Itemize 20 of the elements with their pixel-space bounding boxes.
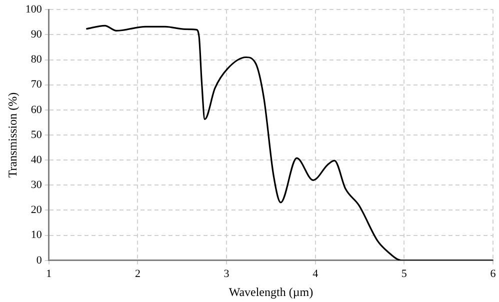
x-tick-label: 2 <box>134 268 140 280</box>
x-tick-label: 4 <box>312 268 319 280</box>
x-tick-label: 5 <box>401 268 408 280</box>
y-tick-label: 70 <box>30 78 42 91</box>
y-tick-label: 100 <box>25 3 42 16</box>
y-tick-label: 90 <box>30 28 42 41</box>
x-axis-title: Wavelength (µm) <box>228 284 314 299</box>
x-tick-label: 6 <box>490 268 496 280</box>
x-tick-label: 3 <box>224 268 230 280</box>
line-series <box>85 24 493 260</box>
y-tick-label: 60 <box>30 104 42 116</box>
y-axis-title: Transmission (%) <box>5 92 20 178</box>
y-tick-label: 40 <box>30 154 42 166</box>
y-tick-label: 0 <box>36 254 42 266</box>
y-tick-label: 50 <box>30 128 42 141</box>
y-tick-label: 30 <box>30 179 42 192</box>
y-tick-label: 20 <box>30 204 42 216</box>
y-tick-label: 80 <box>30 54 42 66</box>
x-tick-label: 1 <box>46 268 52 280</box>
y-tick-label: 10 <box>30 229 42 242</box>
